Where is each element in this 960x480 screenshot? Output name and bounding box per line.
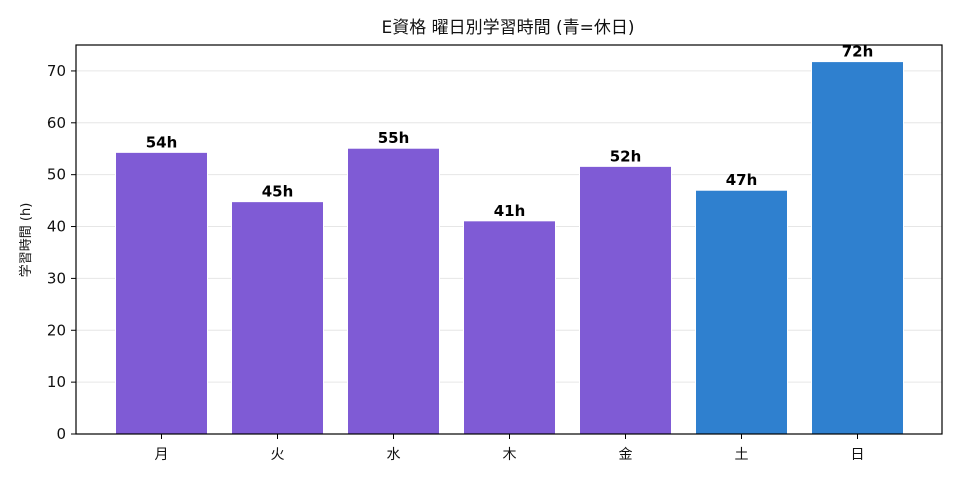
bar-7 bbox=[811, 61, 904, 435]
data-label: 47h bbox=[726, 171, 758, 189]
y-tick-label: 60 bbox=[47, 114, 66, 132]
data-label: 45h bbox=[262, 183, 294, 201]
y-tick-label: 30 bbox=[47, 269, 66, 287]
y-tick-label: 0 bbox=[56, 425, 66, 443]
data-label: 54h bbox=[146, 133, 178, 151]
x-tick-label: 日 bbox=[851, 447, 865, 463]
plot-frame bbox=[75, 44, 943, 435]
x-tick-label: 水 bbox=[387, 447, 401, 463]
x-tick-label: 金 bbox=[619, 447, 633, 463]
bar-6 bbox=[695, 189, 788, 435]
y-tick-label: 70 bbox=[47, 62, 66, 80]
x-tick-label: 木 bbox=[503, 447, 517, 463]
y-ticks: 0 10 20 30 40 50 60 70 bbox=[47, 62, 76, 443]
bar-1 bbox=[115, 151, 208, 435]
data-label: 72h bbox=[842, 43, 874, 61]
y-tick-label: 50 bbox=[47, 166, 66, 184]
bar-5 bbox=[579, 165, 672, 435]
bar-2 bbox=[231, 201, 324, 435]
data-labels: 54h 45h 55h 41h 52h 47h 72h bbox=[146, 43, 874, 220]
x-tick-label: 火 bbox=[271, 447, 285, 463]
chart-title: E資格 曜日別学習時間 (青=休日) bbox=[381, 18, 634, 38]
x-ticks: 月火水木金土日 bbox=[155, 434, 865, 463]
x-tick-label: 月 bbox=[155, 447, 169, 463]
bars bbox=[115, 61, 904, 435]
data-label: 41h bbox=[494, 202, 526, 220]
bar-4 bbox=[463, 220, 556, 435]
y-tick-label: 10 bbox=[47, 373, 66, 391]
x-tick-label: 土 bbox=[735, 447, 749, 463]
data-label: 52h bbox=[610, 147, 642, 165]
y-tick-label: 20 bbox=[47, 321, 66, 339]
bar-3 bbox=[347, 147, 440, 435]
y-tick-label: 40 bbox=[47, 218, 66, 236]
y-axis-label: 学習時間 (h) bbox=[18, 203, 34, 278]
data-label: 55h bbox=[378, 129, 410, 147]
